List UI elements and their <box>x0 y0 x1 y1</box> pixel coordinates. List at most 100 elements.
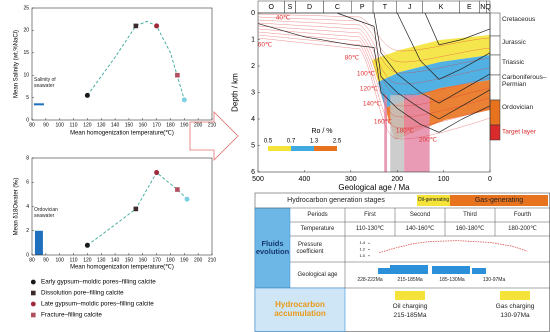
fluids-block <box>254 207 291 289</box>
x-tick-label: 130 <box>97 122 106 128</box>
x-tick-label: 100 <box>56 257 65 263</box>
isotherm-label: 180℃ <box>396 128 415 135</box>
x-axis-label: Mean homogenization temperature(℃) <box>70 131 174 137</box>
period-label: E <box>467 4 472 11</box>
x-tick-label: 120 <box>83 122 92 128</box>
x-tick-label: 160 <box>139 122 148 128</box>
age-bar <box>390 265 428 274</box>
y-axis-label: Depth / km <box>231 73 240 112</box>
strata-label: Triassic <box>502 59 525 67</box>
age-bars <box>378 265 486 274</box>
fluids-label: Fluids evolution <box>255 238 290 256</box>
y-tick-label: 1.2 <box>359 247 365 252</box>
isotherm <box>257 19 491 74</box>
isotherm <box>257 31 491 118</box>
isotherm <box>257 16 491 63</box>
line <box>373 12 491 104</box>
cell: 140-160℃ <box>405 225 435 232</box>
legend-label: Fracture–filling calcite <box>41 312 102 319</box>
x-tick-label: 210 <box>208 257 217 263</box>
isotherm <box>257 22 491 85</box>
x-tick-label: 110 <box>70 122 78 128</box>
line <box>257 23 491 133</box>
gas-label: Gas-generating <box>474 196 524 204</box>
isotherm-label: 60℃ <box>258 42 273 49</box>
x-tick-label: 80 <box>29 257 35 263</box>
cell: 180-200℃ <box>508 225 537 232</box>
y-tick-label: 25 <box>23 5 29 11</box>
ro-legend-swatch <box>314 146 337 151</box>
x-tick-label: 400 <box>299 176 311 183</box>
age-label: 130-97Ma <box>482 277 506 284</box>
x-tick-label: 100 <box>56 122 65 128</box>
y-tick-label: 2 <box>26 228 29 234</box>
isotherm-label: 200℃ <box>419 137 438 144</box>
point <box>175 72 180 78</box>
x-tick-label: 150 <box>125 122 134 128</box>
x-axis-label: Mean homogenization temperature(℃) <box>70 265 174 271</box>
gas-box <box>450 195 548 206</box>
point <box>133 23 139 29</box>
strata-column <box>489 74 501 101</box>
isotherm <box>257 34 491 129</box>
arrow <box>189 111 239 161</box>
period-label: K <box>439 4 444 11</box>
x-tick-label: 100 <box>438 176 450 183</box>
cell: 110-130℃ <box>355 225 385 232</box>
plot-frame <box>31 157 213 256</box>
isotherm-label: 80℃ <box>345 55 360 62</box>
y-tick-label: 1.4 <box>359 240 365 245</box>
reference-bar <box>34 230 43 255</box>
ro-legend-title: Ro / % <box>311 128 332 135</box>
point <box>84 92 90 98</box>
x-tick-label: 110 <box>70 257 78 263</box>
strata-column <box>489 99 501 126</box>
age-label: 185-130Ma <box>439 277 465 284</box>
row-label: Periods <box>307 211 328 218</box>
y-tick-label: 4 <box>26 204 29 210</box>
stages-title: Hydrocarbon generation stages <box>287 196 385 204</box>
x-tick-label: 160 <box>139 257 148 263</box>
cell: 160-180℃ <box>455 225 485 232</box>
cell: Third <box>463 211 477 218</box>
period-label: D <box>307 4 312 11</box>
ro-legend-swatch <box>268 146 291 151</box>
gas-charging-age: 130-97Ma <box>500 311 530 319</box>
legend-marker <box>30 301 36 307</box>
period-label: S <box>288 4 293 11</box>
legend-marker <box>31 312 36 318</box>
legend-label: Dissolution pore–filling calcite <box>41 290 124 297</box>
ro-legend-tick: 0.7 <box>287 139 296 145</box>
age-bar <box>378 268 390 274</box>
x-tick-label: 140 <box>111 257 120 263</box>
point <box>184 196 190 202</box>
isotherm-label: 120℃ <box>360 86 379 93</box>
gas-charging-bar <box>500 291 530 300</box>
y-tick-label: 5 <box>251 142 255 149</box>
legend-label: Late gypsum–moldic pores–filling calcite <box>41 301 154 308</box>
strata-label: Carboniferous–Permian <box>502 73 547 88</box>
y-tick-label: 0 <box>251 10 255 17</box>
isotherm-label: 160℃ <box>374 119 393 126</box>
strata-column <box>489 12 501 37</box>
x-tick-label: 200 <box>194 122 203 128</box>
strata-column <box>489 54 501 76</box>
y-tick-label: 6 <box>251 169 255 176</box>
point <box>154 170 160 176</box>
x-tick-label: 140 <box>111 122 120 128</box>
oil-box <box>417 195 450 206</box>
y-tick-label: 3 <box>251 89 255 96</box>
reference-label: Ordovician seawater <box>34 207 58 219</box>
x-tick-label: 0 <box>488 176 492 183</box>
line <box>378 240 528 254</box>
cell: First <box>364 211 376 218</box>
x-tick-label: 190 <box>180 257 189 263</box>
x-tick-label: 170 <box>152 257 161 263</box>
y-tick-label: 4 <box>251 116 255 123</box>
charging-window <box>404 95 430 172</box>
x-tick-label: 90 <box>43 122 49 128</box>
isotherm-label: 40℃ <box>276 15 291 22</box>
x-tick-label: 80 <box>29 122 35 128</box>
ro-legend-tick: 2.5 <box>333 139 342 145</box>
